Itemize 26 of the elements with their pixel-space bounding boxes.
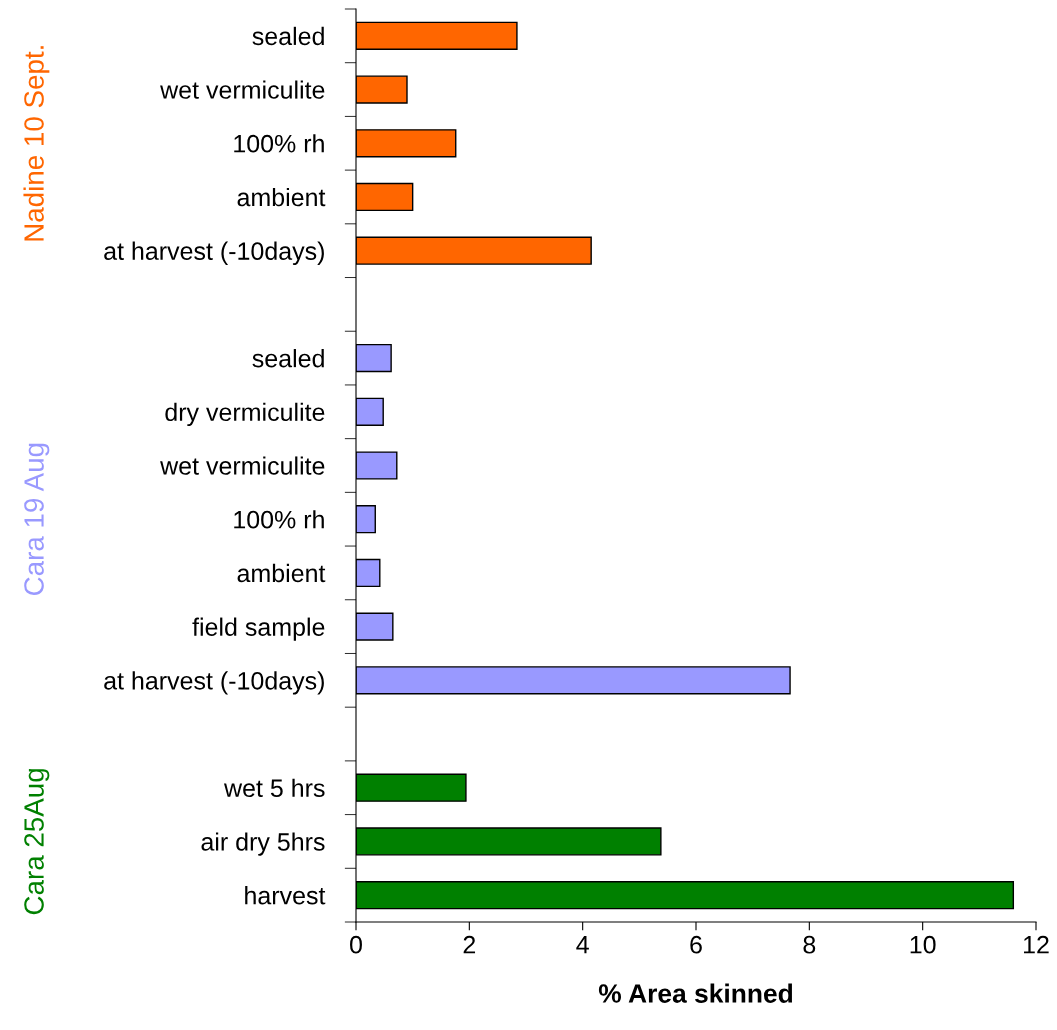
y-tick-label: harvest (245, 886, 326, 905)
y-tick-label: field sample (192, 617, 325, 641)
y-tick-label: air dry 5hrs (201, 832, 325, 856)
y-tick-label: sealed (252, 349, 324, 368)
x-tick-label: 0 (350, 935, 362, 954)
y-tick-label: wet 5 hrs (223, 778, 325, 798)
y-tick-label: wet vermiculite (160, 80, 325, 99)
text: Cara 19 Aug (24, 443, 50, 596)
y-tick-label: ambient (237, 187, 326, 207)
y-tick-label: 100% rh (234, 134, 324, 153)
text: Cara 25Aug (24, 769, 50, 915)
y-tick-label: at harvest (-10days) (104, 241, 324, 265)
y-tick-label: ambient (237, 563, 326, 583)
y-tick-label: sealed (252, 26, 324, 46)
x-tick-label: 4 (576, 936, 589, 954)
text: Nadine 10 Sept. (23, 46, 50, 241)
x-tick-label: 2 (463, 935, 476, 954)
x-tick-label: 6 (690, 935, 702, 954)
x-tick-label: 8 (803, 935, 816, 954)
x-tick-label: 10 (910, 935, 936, 954)
x-axis-title: % Area skinned (598, 983, 793, 1003)
y-tick-label: 100% rh (234, 510, 324, 529)
y-tick-label: wet vermiculite (160, 456, 325, 475)
x-tick-label: 12 (1024, 935, 1049, 954)
y-tick-label: at harvest (-10days) (104, 671, 324, 695)
y-tick-label: dry vermiculite (165, 402, 325, 427)
